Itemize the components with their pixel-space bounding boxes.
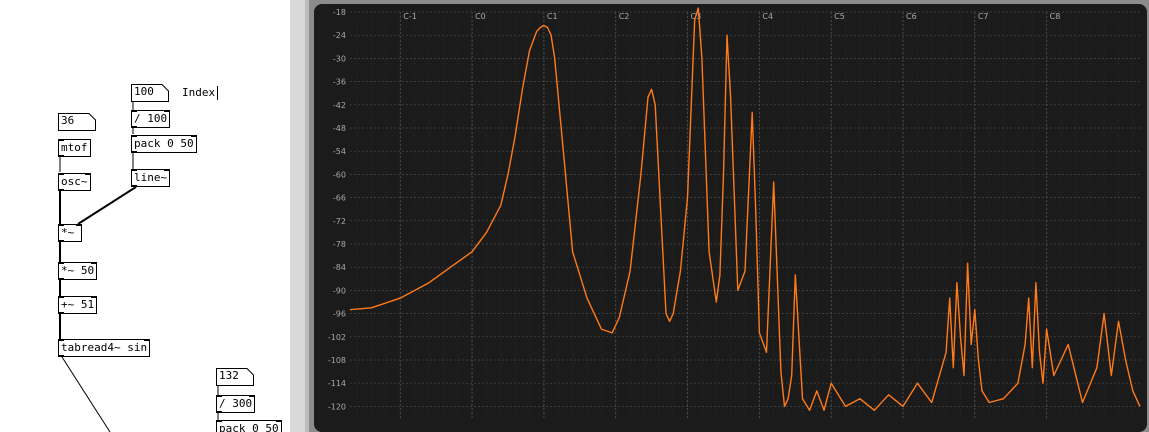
y-tick-label: -24 — [333, 31, 346, 40]
number-box-100-value: 100 — [134, 85, 154, 98]
y-tick-label: -78 — [333, 240, 346, 249]
spectrum-series-line — [349, 7, 1141, 411]
index-comment: Index — [182, 86, 216, 99]
wire-tabread-out — [61, 356, 111, 432]
y-tick-label: -42 — [333, 101, 346, 110]
x-tick-label: C6 — [906, 12, 917, 21]
divide-300-object[interactable]: / 300 — [216, 395, 256, 413]
x-tick-label: C5 — [834, 12, 845, 21]
y-tick-label: -30 — [333, 54, 346, 63]
window-separator-edge — [305, 0, 309, 432]
x-tick-label: C1 — [547, 12, 558, 21]
text-caret — [217, 86, 218, 100]
number-box-132-value: 132 — [219, 369, 239, 382]
y-tick-label: -36 — [333, 78, 346, 87]
y-tick-label: -72 — [333, 217, 346, 226]
number-box-132[interactable]: 132 — [216, 368, 254, 386]
x-tick-label: C0 — [475, 12, 486, 21]
y-tick-label: -120 — [328, 402, 346, 411]
window-separator — [290, 0, 305, 432]
y-tick-label: -60 — [333, 170, 346, 179]
y-tick-label: -96 — [333, 310, 346, 319]
line-object[interactable]: line~ — [131, 169, 171, 187]
spectrum-chart: -18 -24 -30 -36 -42 -48 -54 -60 -66 -72 -78 -84 -90 -… — [328, 7, 1141, 418]
tabread4-object[interactable]: tabread4~ sin — [58, 339, 151, 357]
x-tick-label: C2 — [619, 12, 630, 21]
x-tick-label: C4 — [762, 12, 773, 21]
mtof-object[interactable]: mtof — [58, 139, 91, 157]
y-tick-label: -48 — [333, 124, 346, 133]
pack-object-2[interactable]: pack 0 50 — [216, 420, 282, 432]
patch-wires — [59, 100, 219, 432]
multiply-signal-object[interactable]: *~ — [58, 224, 82, 242]
y-tick-label: -108 — [328, 356, 346, 365]
x-tick-label: C7 — [978, 12, 989, 21]
spectrum-analyzer-frame: -18 -24 -30 -36 -42 -48 -54 -60 -66 -72 -78 -84 -90 -… — [309, 0, 1149, 432]
wire-line-mul — [77, 186, 137, 225]
add-51-object[interactable]: +~ 51 — [58, 296, 98, 314]
y-tick-label: -90 — [333, 286, 346, 295]
pack-object-1[interactable]: pack 0 50 — [131, 135, 197, 153]
number-box-36-value: 36 — [61, 114, 75, 127]
divide-100-object[interactable]: / 100 — [131, 110, 171, 128]
x-tick-label: C-1 — [403, 12, 417, 21]
y-tick-label: -102 — [328, 333, 346, 342]
y-tick-label: -114 — [328, 379, 346, 388]
x-tick-label: C8 — [1050, 12, 1061, 21]
number-box-36[interactable]: 36 — [58, 113, 96, 131]
number-box-100[interactable]: 100 — [131, 84, 169, 102]
y-tick-label: -18 — [333, 8, 346, 17]
osc-object[interactable]: osc~ — [58, 173, 91, 191]
multiply-50-object[interactable]: *~ 50 — [58, 262, 98, 280]
y-tick-label: -54 — [333, 147, 346, 156]
spectrum-analyzer: -18 -24 -30 -36 -42 -48 -54 -60 -66 -72 -78 -84 -90 -… — [314, 4, 1147, 432]
pd-patch-canvas[interactable]: 36 mtof osc~ 100 Index / 100 pack 0 50 l… — [0, 0, 290, 432]
y-tick-label: -84 — [333, 263, 346, 272]
y-tick-label: -66 — [333, 194, 346, 203]
